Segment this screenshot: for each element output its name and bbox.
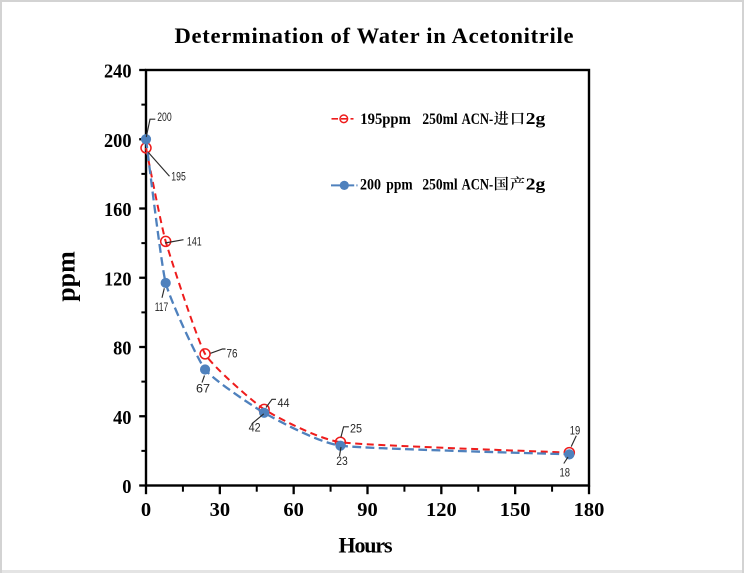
svg-text:120: 120 bbox=[104, 268, 132, 290]
svg-text:18: 18 bbox=[560, 465, 571, 479]
svg-text:ppm: ppm bbox=[51, 251, 80, 302]
svg-text:160: 160 bbox=[104, 199, 132, 221]
svg-text:44: 44 bbox=[278, 396, 290, 410]
svg-text:ACN-: ACN- bbox=[462, 111, 494, 128]
svg-text:42: 42 bbox=[249, 421, 261, 435]
svg-text:67: 67 bbox=[196, 381, 210, 395]
svg-text:0: 0 bbox=[122, 476, 131, 498]
svg-text:180: 180 bbox=[574, 499, 605, 521]
svg-text:Determination of Water in Acet: Determination of Water in Acetonitrile bbox=[175, 23, 574, 48]
svg-text:ppm: ppm bbox=[386, 176, 412, 193]
svg-text:250ml: 250ml bbox=[422, 176, 458, 193]
svg-text:90: 90 bbox=[357, 499, 378, 521]
svg-text:40: 40 bbox=[113, 407, 131, 429]
svg-text:120: 120 bbox=[426, 499, 457, 521]
svg-text:2g: 2g bbox=[526, 109, 546, 128]
svg-text:240: 240 bbox=[104, 61, 132, 83]
svg-text:195ppm: 195ppm bbox=[360, 111, 411, 128]
svg-text:23: 23 bbox=[336, 454, 348, 468]
svg-text:2g: 2g bbox=[526, 174, 546, 193]
svg-text:ACN-: ACN- bbox=[462, 176, 494, 193]
svg-text:25: 25 bbox=[350, 421, 362, 435]
svg-text:195: 195 bbox=[171, 170, 186, 184]
svg-text:19: 19 bbox=[570, 424, 581, 438]
svg-text:200: 200 bbox=[104, 130, 132, 152]
svg-text:60: 60 bbox=[283, 499, 304, 521]
svg-text:117: 117 bbox=[155, 300, 169, 314]
svg-text:0: 0 bbox=[141, 499, 151, 521]
svg-text:200: 200 bbox=[360, 176, 381, 193]
svg-text:141: 141 bbox=[187, 235, 202, 249]
svg-text:80: 80 bbox=[113, 338, 131, 360]
svg-text:30: 30 bbox=[210, 499, 231, 521]
svg-text:250ml: 250ml bbox=[422, 111, 458, 128]
svg-text:150: 150 bbox=[500, 499, 531, 521]
svg-text:Hours: Hours bbox=[339, 533, 393, 558]
svg-text:200: 200 bbox=[157, 110, 172, 124]
svg-text:76: 76 bbox=[227, 347, 238, 361]
